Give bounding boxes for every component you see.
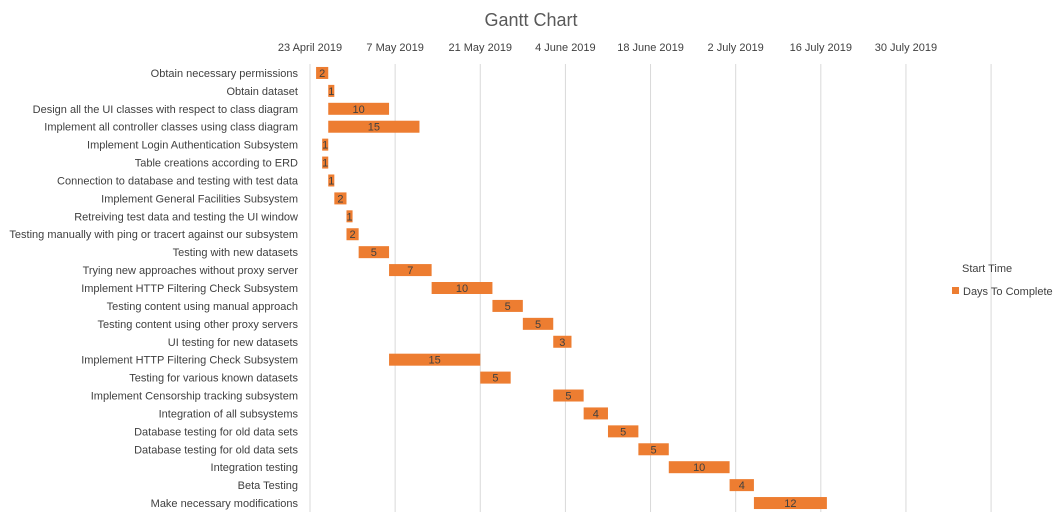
task-label: Testing content using other proxy server… (97, 319, 298, 331)
task-label: Testing with new datasets (173, 247, 299, 259)
legend-swatch (952, 287, 959, 294)
bar-data-label: 15 (368, 122, 380, 134)
task-label: Implement Censorship tracking subsystem (91, 391, 298, 403)
bar-data-label: 1 (322, 158, 328, 170)
task-label: Testing manually with ping or tracert ag… (9, 229, 298, 241)
task-label: Implement Login Authentication Subsystem (87, 140, 298, 152)
task-label: Integration testing (211, 462, 298, 474)
task-bar (346, 210, 353, 223)
task-bar (607, 425, 639, 438)
bar-data-label: 3 (559, 337, 565, 349)
bar-data-label: 2 (319, 68, 325, 80)
x-tick-label: 2 July 2019 (708, 42, 764, 54)
task-label: Obtain dataset (226, 86, 298, 98)
legend-entry-start-time: Start Time (962, 263, 1012, 275)
legend-entry-days-to-complete: Days To Complete (963, 286, 1053, 298)
task-label: Obtain necessary permissions (151, 68, 299, 80)
task-label: Table creations according to ERD (135, 158, 298, 170)
task-label: Trying new approaches without proxy serv… (83, 265, 299, 277)
x-tick-label: 21 May 2019 (448, 42, 512, 54)
bar-data-label: 5 (620, 426, 626, 438)
task-bar (668, 461, 730, 474)
task-bar (334, 192, 347, 205)
task-bar (316, 66, 329, 79)
task-bar (753, 497, 827, 510)
task-label: Implement all controller classes using c… (44, 122, 298, 134)
task-label: Implement General Facilities Subsystem (101, 193, 298, 205)
task-bar (346, 228, 359, 241)
bar-data-label: 5 (565, 391, 571, 403)
task-label: Integration of all subsystems (159, 408, 299, 420)
x-tick-label: 16 July 2019 (790, 42, 852, 54)
task-label: Database testing for old data sets (134, 444, 298, 456)
task-label: Connection to database and testing with … (57, 175, 299, 187)
bar-data-label: 5 (505, 301, 511, 313)
bar-data-label: 15 (429, 355, 441, 367)
bar-data-label: 4 (593, 408, 599, 420)
task-labels: Obtain necessary permissions Obtain datas… (9, 68, 298, 510)
task-bar (729, 479, 754, 492)
x-tick-label: 23 April 2019 (278, 42, 342, 54)
x-tick-label: 18 June 2019 (617, 42, 684, 54)
task-bar (553, 389, 584, 402)
task-bar (389, 353, 481, 366)
gridlines (309, 64, 992, 512)
bar-data-label: 1 (322, 140, 328, 152)
task-label: Make necessary modifications (151, 498, 299, 510)
bar-data-label: 1 (328, 175, 334, 187)
x-tick-label: 4 June 2019 (535, 42, 596, 54)
task-label: Testing for various known datasets (129, 373, 298, 385)
bar-data-label: 2 (350, 229, 356, 241)
task-bar (480, 371, 511, 384)
bar-data-label: 10 (456, 283, 468, 295)
legend: Start Time Days To Complete (952, 263, 1053, 298)
task-bar (328, 84, 335, 97)
bar-data-label: 4 (739, 480, 745, 492)
bar-data-label: 5 (651, 444, 657, 456)
task-label: Design all the UI classes with respect t… (33, 104, 298, 116)
task-bar (322, 138, 329, 151)
x-tick-label: 30 July 2019 (875, 42, 937, 54)
bar-data-label: 5 (371, 247, 377, 259)
bar-data-label: 1 (346, 211, 352, 223)
task-bar (431, 282, 493, 294)
x-tick-label: 7 May 2019 (366, 42, 423, 54)
task-bar (553, 335, 572, 348)
task-bar (358, 246, 390, 259)
task-bar (522, 317, 554, 330)
task-bar (322, 156, 329, 169)
task-bar (492, 299, 523, 312)
task-bar (328, 102, 390, 115)
task-label: Implement HTTP Filtering Check Subsystem (81, 283, 298, 295)
task-bar (583, 407, 608, 420)
bar-data-label: 10 (693, 462, 705, 474)
task-bar (389, 264, 432, 277)
task-bar (638, 443, 669, 456)
bar-data-label: 10 (353, 104, 365, 116)
task-label: Implement HTTP Filtering Check Subsystem (81, 355, 298, 367)
bar-data-label: 2 (337, 193, 343, 205)
task-label: Database testing for old data sets (134, 426, 298, 438)
bar-data-label: 1 (328, 86, 334, 98)
task-label: UI testing for new datasets (168, 337, 299, 349)
bar-data-label: 7 (407, 265, 413, 277)
task-label: Testing content using manual approach (107, 301, 298, 313)
task-label: Retreiving test data and testing the UI … (74, 211, 298, 223)
task-label: Beta Testing (238, 480, 298, 492)
x-axis-ticks: 23 April 2019 7 May 2019 21 May 2019 4 June… (278, 42, 937, 54)
task-bar (328, 120, 420, 133)
bar-data-label: 5 (535, 319, 541, 331)
chart-title: Gantt Chart (484, 10, 577, 30)
task-bar (328, 174, 335, 187)
bar-data-label: 5 (492, 373, 498, 385)
bar-data-label: 12 (784, 498, 796, 510)
